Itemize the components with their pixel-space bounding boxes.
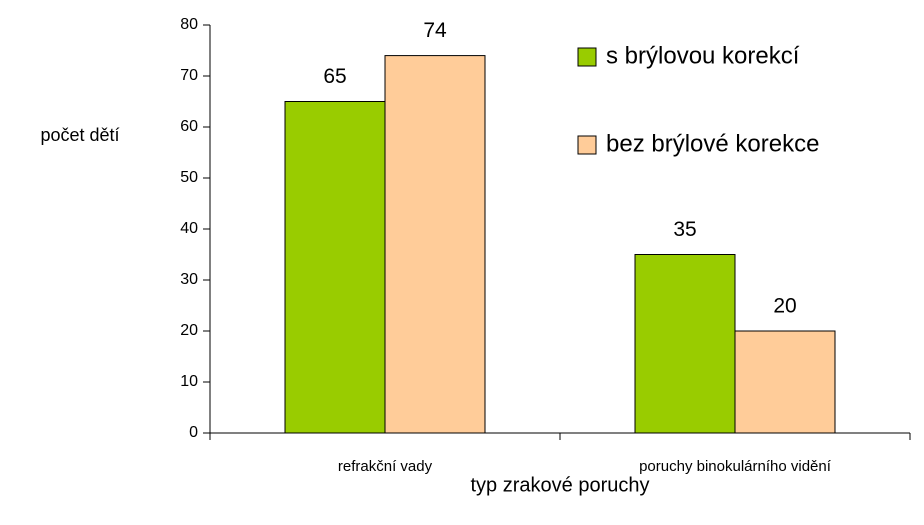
y-tick-label: 0: [189, 424, 198, 441]
legend-swatch: [577, 47, 597, 67]
data-label: 20: [773, 295, 796, 318]
y-tick-label: 50: [180, 169, 198, 186]
y-tick-label: 30: [180, 271, 198, 288]
y-tick-label: 80: [180, 16, 198, 33]
bar: [284, 101, 386, 434]
legend-label: bez brýlové korekce: [606, 130, 819, 157]
y-tick-label: 60: [180, 118, 198, 135]
bar: [734, 330, 836, 434]
data-label: 35: [673, 218, 696, 241]
y-tick-label: 10: [180, 373, 198, 390]
bar: [384, 55, 486, 434]
x-tick-label: poruchy binokulárního vidění: [639, 458, 832, 475]
y-tick-label: 20: [180, 322, 198, 339]
y-tick-label: 70: [180, 67, 198, 84]
data-label: 74: [423, 19, 447, 42]
data-label: 65: [323, 65, 346, 88]
bar: [634, 254, 736, 434]
legend-label: s brýlovou korekcí: [606, 42, 800, 69]
x-axis-label: typ zrakové poruchy: [471, 474, 650, 496]
y-axis-label: počet dětí: [40, 125, 119, 145]
y-tick-label: 40: [180, 220, 198, 237]
legend-swatch: [577, 135, 597, 155]
x-tick-label: refrakční vady: [338, 458, 433, 475]
